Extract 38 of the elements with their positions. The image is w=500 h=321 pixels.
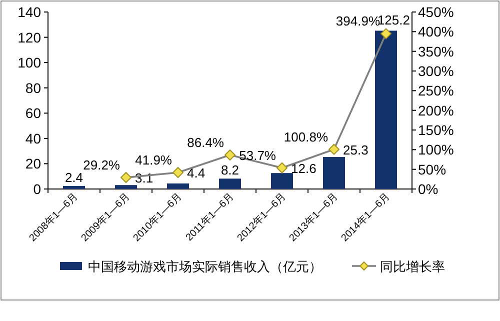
data-label: 12.6 <box>291 160 316 176</box>
y-tick-label: 120 <box>18 29 42 46</box>
data-label: 53.7% <box>239 148 276 163</box>
y2-tick-label: 250% <box>418 82 454 99</box>
data-label: 100.8% <box>284 129 328 144</box>
y2-tick-label: 450% <box>418 4 454 20</box>
y2-tick-label: 150% <box>418 122 454 138</box>
bar <box>375 30 397 189</box>
data-label: 394.9% <box>336 14 380 29</box>
y2-tick-label: 400% <box>418 24 454 40</box>
bar <box>167 183 189 189</box>
y-tick-label: 140 <box>18 4 42 20</box>
bar <box>323 157 345 189</box>
y2-tick-label: 300% <box>418 63 454 79</box>
bar <box>115 185 137 189</box>
data-label: 41.9% <box>135 152 172 168</box>
y-tick-label: 0 <box>33 181 42 197</box>
bar <box>63 186 85 189</box>
bar <box>219 178 241 189</box>
y-tick-label: 40 <box>25 130 42 146</box>
data-label: 4.4 <box>187 166 206 181</box>
y2-tick-label: 200% <box>418 102 454 118</box>
y2-tick-label: 100% <box>418 142 454 158</box>
y2-tick-label: 0% <box>418 181 438 197</box>
bar <box>271 173 293 189</box>
legend-label: 中国移动游戏市场实际销售收入（亿元） <box>88 259 322 274</box>
y2-tick-label: 350% <box>418 43 454 60</box>
y-tick-label: 20 <box>25 156 42 172</box>
data-label: 8.2 <box>220 162 240 178</box>
data-label: 2.4 <box>64 170 84 185</box>
legend-label: 同比增长率 <box>380 259 445 274</box>
y-tick-label: 60 <box>25 105 42 122</box>
y-tick-label: 100 <box>18 54 42 71</box>
data-label: 86.4% <box>187 135 224 150</box>
data-label: 25.3 <box>343 142 368 158</box>
data-label: 29.2% <box>83 158 120 173</box>
y-tick-label: 80 <box>25 80 42 96</box>
y2-tick-label: 50% <box>418 161 446 178</box>
